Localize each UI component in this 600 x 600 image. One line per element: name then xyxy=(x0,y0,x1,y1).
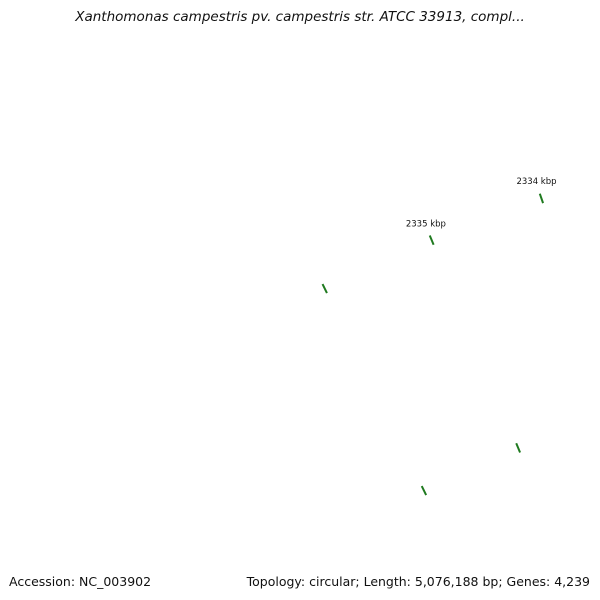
topology-summary: Topology: circular; Length: 5,076,188 bp… xyxy=(246,574,590,589)
accession-text: Accession: NC_003902 xyxy=(9,574,152,589)
map-title: Xanthomonas campestris pv. campestris st… xyxy=(75,9,525,25)
kbp-labels: 2325 kbp2326 kbp2327 kbp2328 kbp2329 kbp… xyxy=(406,177,557,229)
kbp-tick-label: 2335 kbp xyxy=(406,219,446,229)
inner-tick-ring xyxy=(420,442,521,496)
outer-tick-ring xyxy=(321,193,545,294)
kbp-tick-label: 2334 kbp xyxy=(516,177,556,187)
